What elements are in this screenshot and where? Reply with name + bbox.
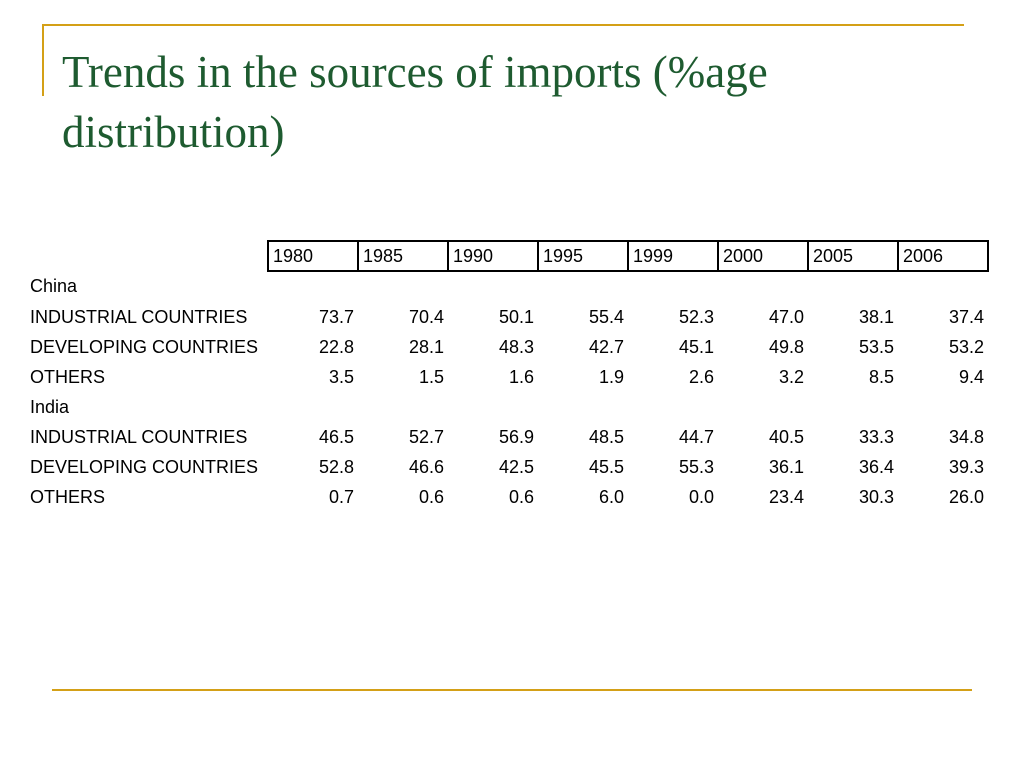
value-cell: 56.9 [498,426,534,447]
empty-cell [898,271,988,302]
value-cell: 42.5 [498,456,534,477]
slide-title: Trends in the sources of imports (%age d… [62,47,768,157]
value-cell: 38.1 [858,306,894,327]
group-row: China [28,271,988,302]
value-cell: 45.1 [678,336,714,357]
row-label: DEVELOPING COUNTRIES [30,456,259,477]
value-cell: 26.0 [948,486,984,507]
group-row: India [28,392,988,422]
value-cell: 1.6 [508,366,534,387]
table-row: OTHERS 3.5 1.5 1.6 1.9 2.6 3.2 8.5 9.4 [28,362,988,392]
value-cell: 45.5 [588,456,624,477]
value-cell: 49.8 [768,336,804,357]
value-cell: 33.3 [858,426,894,447]
value-cell: 39.3 [948,456,984,477]
value-cell: 48.3 [498,336,534,357]
value-cell: 8.5 [868,366,894,387]
empty-cell [718,271,808,302]
value-cell: 48.5 [588,426,624,447]
year-header-row: 1980 1985 1990 1995 1999 2000 2005 2006 [28,240,989,272]
table-row: OTHERS 0.7 0.6 0.6 6.0 0.0 23.4 30.3 26.0 [28,482,988,512]
value-cell: 46.5 [318,426,354,447]
value-cell: 40.5 [768,426,804,447]
bottom-accent-rule [52,689,972,691]
table-row: INDUSTRIAL COUNTRIES 46.5 52.7 56.9 48.5 44.7… [28,422,988,452]
empty-cell [268,271,358,302]
value-cell: 42.7 [588,336,624,357]
value-cell: 0.0 [688,486,714,507]
value-cell: 53.5 [858,336,894,357]
empty-cell [448,271,538,302]
empty-cell [628,392,718,422]
value-cell: 46.6 [408,456,444,477]
value-cell: 52.7 [408,426,444,447]
value-cell: 0.6 [508,486,534,507]
year-header: 1985 [357,240,449,272]
value-cell: 55.3 [678,456,714,477]
value-cell: 2.6 [688,366,714,387]
year-header: 1980 [267,240,359,272]
value-cell: 22.8 [318,336,354,357]
value-cell: 52.3 [678,306,714,327]
row-label: OTHERS [30,486,106,507]
value-cell: 3.2 [778,366,804,387]
header-corner [28,241,268,271]
empty-cell [808,271,898,302]
value-cell: 44.7 [678,426,714,447]
year-header: 1999 [627,240,719,272]
row-label: DEVELOPING COUNTRIES [30,336,259,357]
value-cell: 34.8 [948,426,984,447]
value-cell: 70.4 [408,306,444,327]
table-row: DEVELOPING COUNTRIES 52.8 46.6 42.5 45.5 55.3… [28,452,988,482]
year-header: 2006 [897,240,989,272]
value-cell: 50.1 [498,306,534,327]
empty-cell [898,392,988,422]
value-cell: 37.4 [948,306,984,327]
value-cell: 6.0 [598,486,624,507]
empty-cell [628,271,718,302]
country-group-label: India [30,396,70,417]
empty-cell [808,392,898,422]
country-group-label: China [30,276,78,296]
top-accent-rule [42,24,964,26]
value-cell: 1.5 [418,366,444,387]
value-cell: 47.0 [768,306,804,327]
left-accent-rule [42,24,44,96]
value-cell: 36.1 [768,456,804,477]
empty-cell [538,392,628,422]
table-row: DEVELOPING COUNTRIES 22.8 28.1 48.3 42.7 45.1… [28,332,988,362]
table-row: INDUSTRIAL COUNTRIES 73.7 70.4 50.1 55.4 52.3… [28,302,988,332]
value-cell: 0.7 [328,486,354,507]
empty-cell [268,392,358,422]
value-cell: 1.9 [598,366,624,387]
value-cell: 28.1 [408,336,444,357]
value-cell: 52.8 [318,456,354,477]
value-cell: 55.4 [588,306,624,327]
value-cell: 3.5 [328,366,354,387]
empty-cell [448,392,538,422]
value-cell: 23.4 [768,486,804,507]
imports-table: 1980 1985 1990 1995 1999 2000 2005 2006 … [28,240,989,512]
empty-cell [718,392,808,422]
row-label: INDUSTRIAL COUNTRIES [30,306,248,327]
empty-cell [538,271,628,302]
row-label: INDUSTRIAL COUNTRIES [30,426,248,447]
value-cell: 53.2 [948,336,984,357]
value-cell: 30.3 [858,486,894,507]
year-header: 1995 [537,240,629,272]
year-header: 2000 [717,240,809,272]
value-cell: 73.7 [318,306,354,327]
year-header: 2005 [807,240,899,272]
value-cell: 9.4 [958,366,984,387]
year-header: 1990 [447,240,539,272]
value-cell: 0.6 [418,486,444,507]
table-body: China INDUSTRIAL COUNTRIES 73.7 70.4 50.1 55.… [28,271,988,512]
empty-cell [358,392,448,422]
value-cell: 36.4 [858,456,894,477]
empty-cell [358,271,448,302]
row-label: OTHERS [30,366,106,387]
